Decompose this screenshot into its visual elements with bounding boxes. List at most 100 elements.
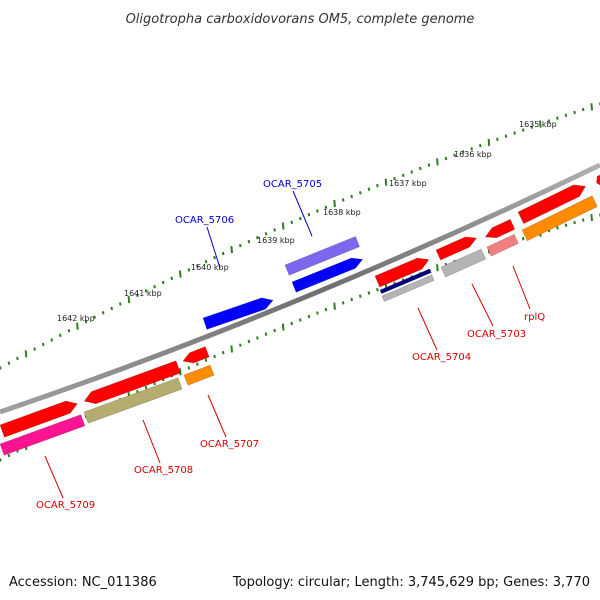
gene-arrow-5704b: [381, 274, 435, 302]
outer-tick-15: [127, 296, 131, 304]
inner-tick-30: [256, 336, 259, 340]
outer-tick-52: [444, 156, 448, 161]
accession-text: Accession: NC_011386: [9, 575, 157, 590]
outer-tick-53: [453, 153, 456, 157]
inner-tick-29: [247, 339, 251, 344]
outer-tick-32: [273, 228, 276, 232]
tick-label-1635: 1635 kbp: [519, 120, 557, 129]
gene-label-ocar-5707: OCAR_5707: [200, 439, 259, 450]
inner-tick-32: [273, 328, 276, 333]
inner-tick-26: [221, 351, 225, 355]
tick-label-1637: 1637 kbp: [389, 179, 427, 188]
outer-tick-21: [179, 270, 182, 278]
leader-rplq: [512, 265, 531, 310]
outer-tick-55: [470, 147, 473, 151]
outer-tick-28: [239, 243, 242, 248]
inner-tick-66: [564, 223, 568, 227]
outer-tick-45: [384, 178, 388, 186]
gene-label-lines: [44, 190, 531, 499]
gene-label-ocar-5706: OCAR_5706: [175, 215, 234, 226]
tick-label-1636: 1636 kbp: [454, 150, 492, 159]
gene-label-rplq: rplQ: [524, 312, 545, 323]
outer-tick-4: [33, 347, 36, 351]
outer-tick-37: [316, 209, 319, 213]
gene-arrow-lower-2: [83, 360, 181, 405]
inner-tick-69: [590, 213, 593, 222]
outer-tick-31: [264, 232, 268, 236]
outer-tick-29: [247, 239, 251, 244]
gene-arrow-5705b: [291, 257, 364, 293]
tick-label-1640: 1640 kbp: [191, 263, 229, 272]
inner-tick-24: [204, 358, 208, 362]
outer-tick-20: [170, 276, 173, 280]
inner-tick-44: [376, 288, 379, 292]
gene-arrow-lower-4: [374, 257, 430, 288]
outer-tick-17: [144, 289, 148, 293]
outer-tick-3: [24, 350, 28, 358]
leader-ocar-5706: [206, 226, 221, 269]
inner-tick-18: [153, 381, 156, 386]
outer-tick-26: [221, 251, 225, 256]
leader-ocar-5707: [207, 394, 227, 438]
outer-tick-47: [401, 173, 405, 177]
outer-tick-69: [590, 103, 593, 111]
outer-tick-54: [461, 150, 465, 154]
outer-tick-33: [281, 222, 285, 230]
leader-ocar-5703: [471, 283, 494, 327]
outer-tick-51: [436, 158, 439, 166]
outer-tick-40: [341, 198, 345, 202]
gene-label-ocar-5703: OCAR_5703: [467, 329, 526, 340]
gene-arrow-5703: [440, 248, 487, 278]
inner-tick-25: [213, 354, 216, 359]
outer-tick-18: [153, 285, 156, 289]
genome-backbone: [0, 162, 600, 415]
outer-tick-9: [76, 322, 79, 330]
kbp-tick-ring: [0, 102, 600, 370]
outer-tick-23: [196, 264, 199, 268]
outer-tick-41: [350, 194, 353, 199]
outer-tick-34: [290, 220, 293, 224]
gene-label-ocar-5709: OCAR_5709: [36, 500, 95, 511]
tick-labels: 1635 kbp 1636 kbp 1637 kbp 1638 kbp 1639…: [57, 120, 557, 323]
outer-tick-1: [7, 361, 11, 365]
outer-tick-44: [376, 184, 379, 188]
outer-tick-43: [367, 187, 371, 191]
inner-tick-35: [299, 318, 302, 322]
tick-label-1638: 1638 kbp: [323, 208, 361, 217]
inner-tick-23: [196, 362, 199, 366]
gene-arrow-5706: [202, 297, 274, 330]
gene-arrow-lower-1: [0, 400, 78, 438]
inner-tick-43: [367, 291, 371, 295]
tick-label-1641: 1641 kbp: [124, 289, 162, 298]
outer-tick-5: [41, 342, 45, 347]
outer-tick-10: [84, 320, 88, 324]
inner-tick-40: [341, 301, 345, 305]
inner-tick-34: [290, 321, 293, 326]
outer-tick-60: [513, 131, 516, 135]
inner-tick-21: [179, 368, 182, 376]
outer-tick-61: [521, 128, 525, 132]
outer-tick-8: [67, 329, 71, 333]
outer-tick-49: [419, 166, 422, 171]
gene-arrow-lower-5: [435, 236, 478, 261]
map-title: Oligotropha carboxidovorans OM5, complet…: [126, 12, 475, 27]
gene-arrow-5708: [83, 377, 183, 424]
outer-tick-48: [410, 170, 413, 174]
leader-ocar-5708: [142, 419, 161, 464]
inner-tick-39: [333, 302, 336, 310]
outer-tick-11: [93, 315, 96, 319]
tick-label-1642: 1642 kbp: [57, 314, 95, 323]
outer-tick-24: [204, 260, 208, 264]
outer-tick-50: [427, 163, 431, 167]
inner-tick-28: [239, 343, 242, 347]
outer-tick-7: [59, 333, 62, 337]
inner-tick-22: [187, 366, 191, 370]
outer-tick-62: [530, 125, 533, 129]
genome-summary-text: Topology: circular; Length: 3,745,629 bp…: [232, 575, 590, 590]
outer-tick-35: [299, 216, 302, 221]
inner-tick-68: [581, 218, 585, 222]
inner-tick-27: [230, 345, 233, 353]
gene-labels: OCAR_5705 OCAR_5706 OCAR_5703 rplQ OCAR_…: [36, 179, 545, 511]
outer-tick-6: [50, 338, 53, 342]
